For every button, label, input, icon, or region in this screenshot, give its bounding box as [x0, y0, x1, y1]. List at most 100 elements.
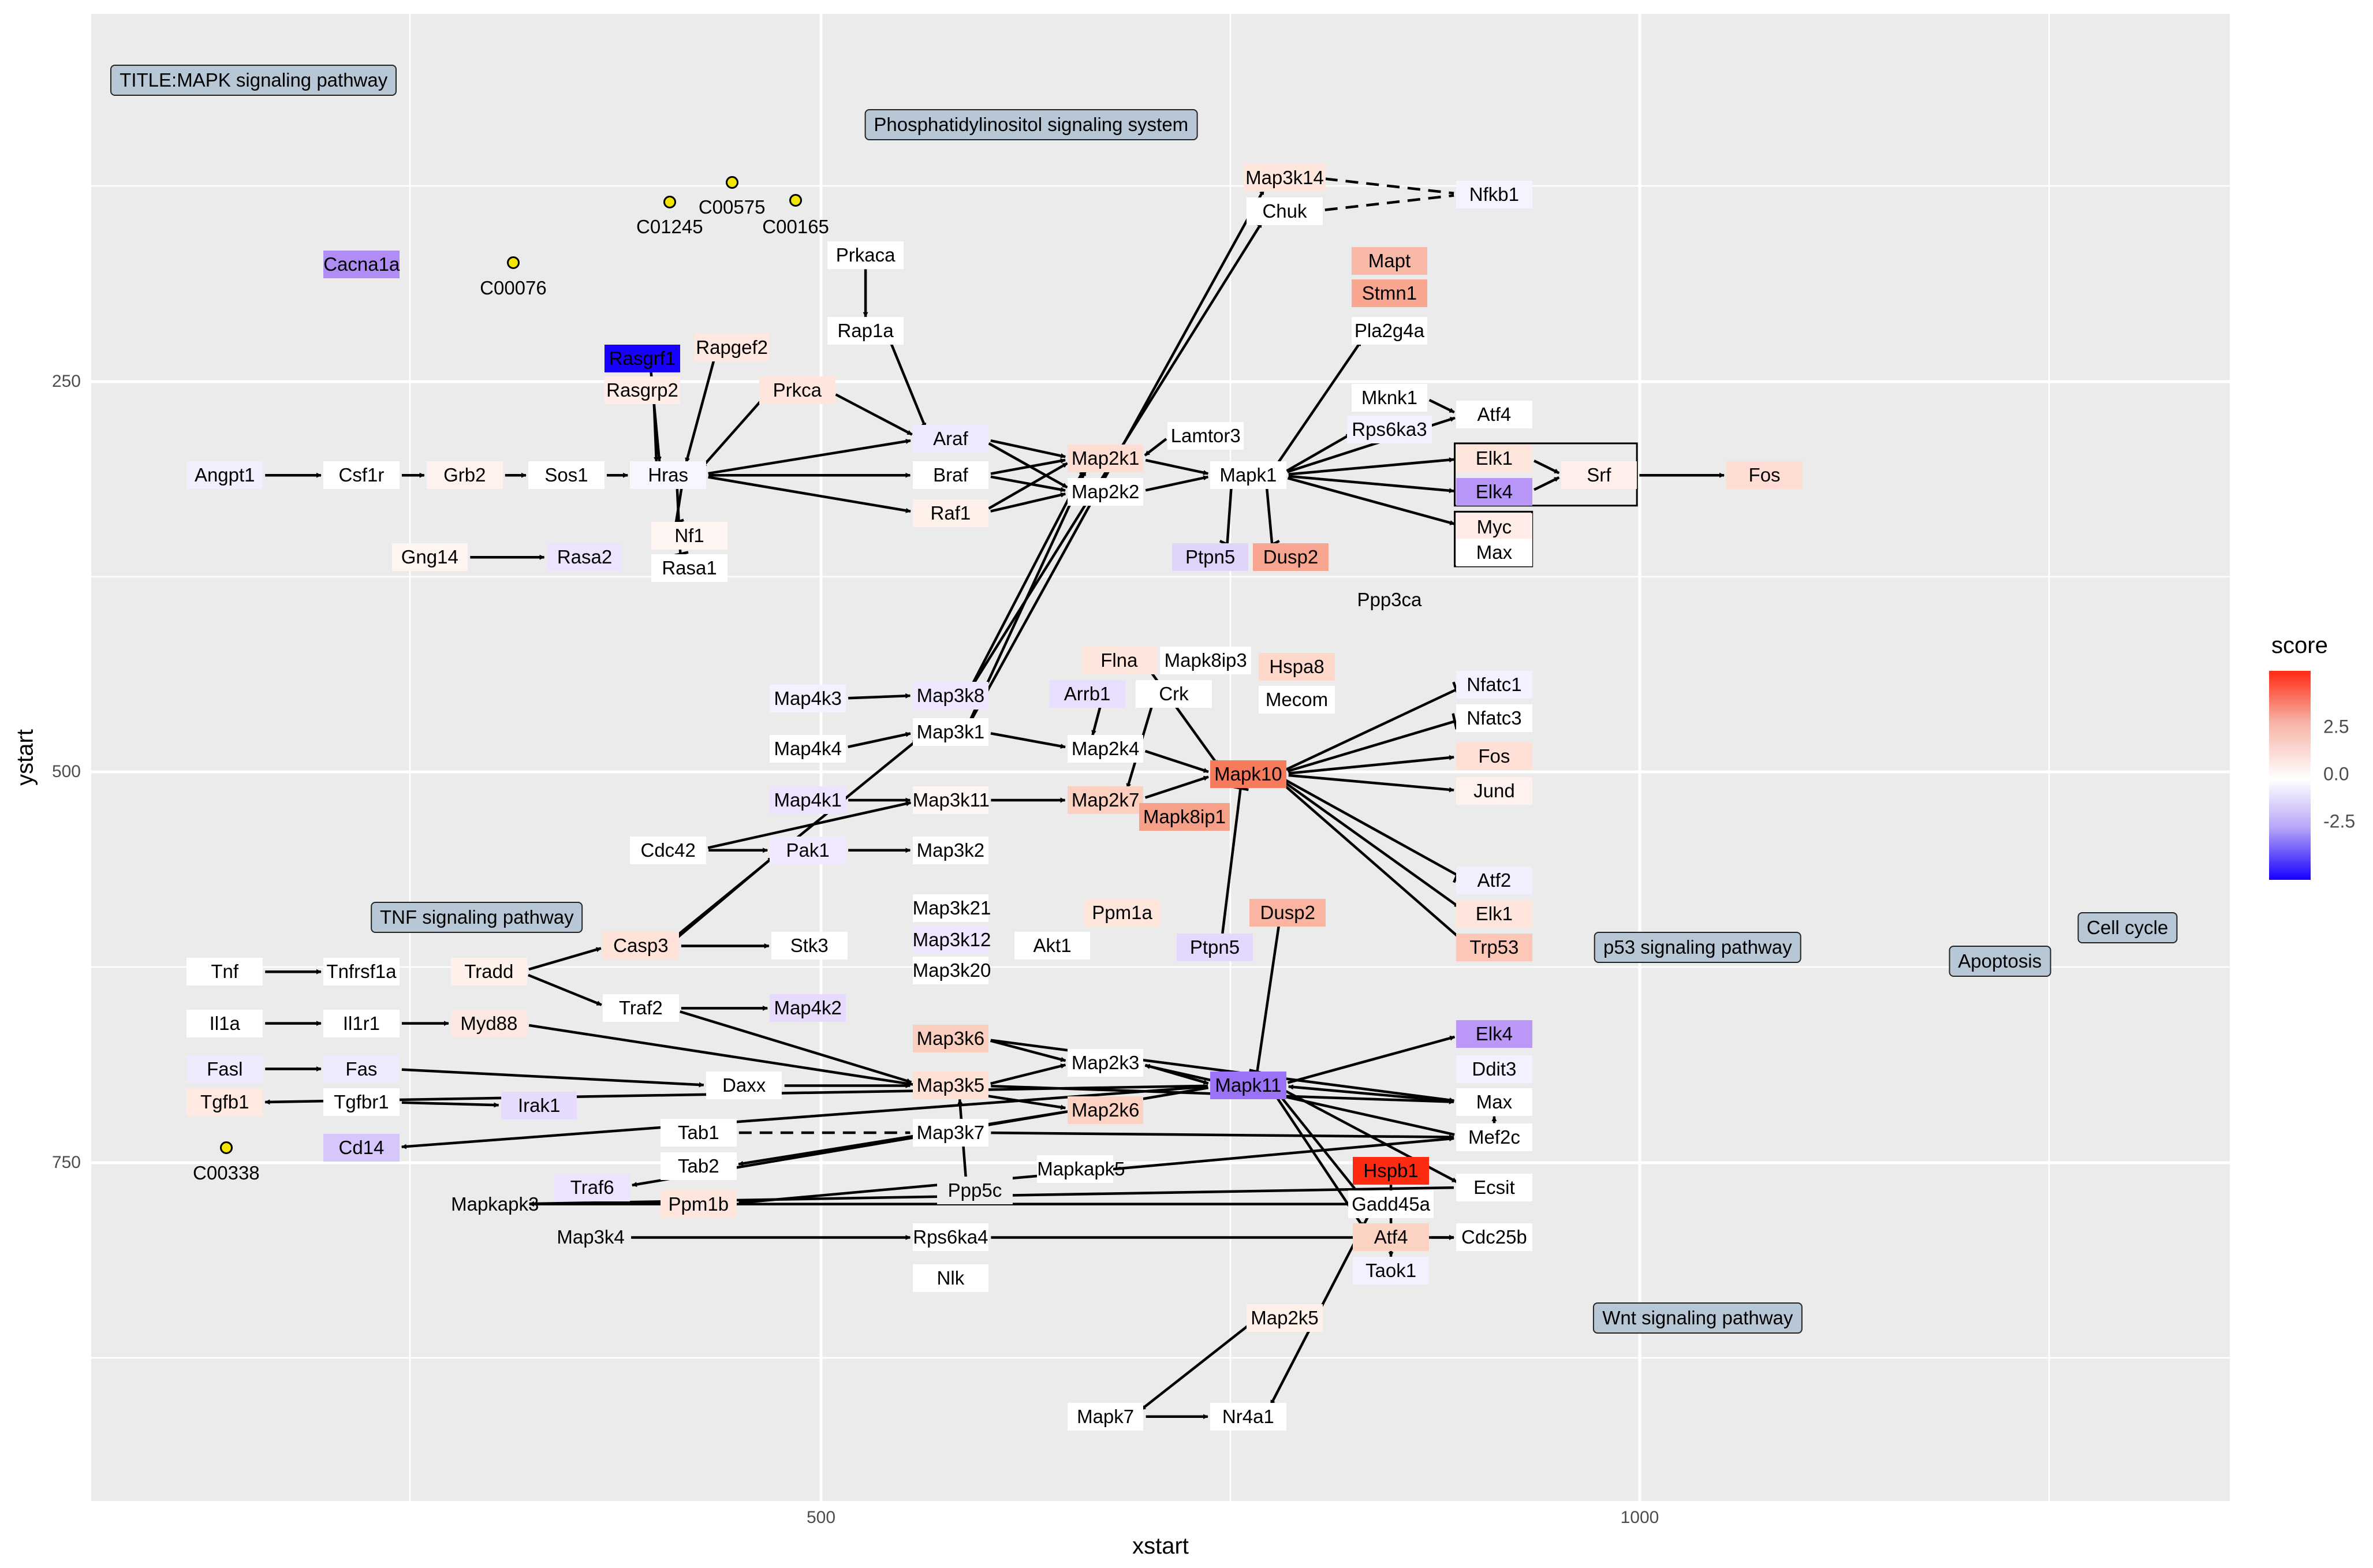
gene-node-rps6ka3: Rps6ka3	[1346, 416, 1432, 444]
y-tick-500: 500	[51, 762, 81, 781]
gene-node-map3k5: Map3k5	[912, 1072, 989, 1100]
interaction-edge	[990, 475, 1066, 492]
gene-node-mknk1: Mknk1	[1351, 384, 1428, 412]
gene-node-fasl: Fasl	[186, 1055, 263, 1083]
interaction-edge	[528, 947, 602, 971]
gene-node-taok1: Taok1	[1353, 1257, 1429, 1285]
interaction-edge	[1285, 688, 1457, 771]
gene-node-cdc25b: Cdc25b	[1456, 1223, 1532, 1252]
interaction-edge	[1288, 755, 1455, 775]
interaction-edge	[990, 732, 1066, 749]
linked-pathway-label: p53 signaling pathway	[1594, 932, 1801, 964]
score-legend: score 2.5 0.0 -2.5	[2269, 633, 2367, 887]
gene-node-grb2: Grb2	[427, 461, 503, 490]
gene-node-akt1: Akt1	[1014, 932, 1091, 960]
interaction-edge	[1275, 340, 1363, 466]
gene-node-map3k20: Map3k20	[912, 956, 991, 984]
x-axis-title: xstart	[1132, 1533, 1189, 1559]
inhibition-bar	[1452, 713, 1458, 730]
gene-node-map3k12: Map3k12	[912, 925, 991, 954]
interaction-edge	[1324, 177, 1454, 195]
interaction-edge	[652, 404, 659, 462]
gene-node-gadd45a: Gadd45a	[1348, 1190, 1434, 1218]
gene-node-traf6: Traf6	[554, 1173, 630, 1201]
interaction-edge	[990, 439, 1066, 458]
gene-node-map3k4: Map3k4	[553, 1223, 629, 1252]
interaction-edge	[1286, 432, 1352, 472]
interaction-edge	[1140, 1323, 1251, 1411]
gene-node-rps6ka4: Rps6ka4	[912, 1223, 989, 1252]
gene-node-crk: Crk	[1136, 680, 1212, 708]
interaction-edge	[707, 801, 912, 849]
interaction-edge	[680, 1010, 912, 1084]
interaction-edge	[1226, 488, 1233, 545]
gene-node-elk1: Elk1	[1456, 900, 1532, 928]
legend-tick-neg-2-5: -2.5	[2323, 811, 2356, 832]
gene-node-mapkapk5: Mapkapk5	[1037, 1155, 1125, 1184]
gene-node-tab2: Tab2	[661, 1152, 737, 1180]
interaction-edge	[528, 973, 602, 1006]
gene-node-rasgrf1: Rasgrf1	[604, 344, 681, 372]
gene-node-mapk8ip3: Mapk8ip3	[1160, 647, 1252, 675]
gene-node-map2k1: Map2k1	[1067, 445, 1144, 473]
gene-node-elk4: Elk4	[1456, 1020, 1532, 1048]
compound-label: C01245	[636, 216, 703, 238]
interaction-edge	[1145, 475, 1209, 492]
interaction-edge	[990, 492, 1066, 513]
gene-node-braf: Braf	[912, 461, 989, 490]
gene-node-lamtor3: Lamtor3	[1167, 421, 1244, 450]
interaction-edge	[971, 469, 1085, 685]
interaction-edge	[708, 439, 911, 475]
gene-node-tgfbr1: Tgfbr1	[323, 1088, 400, 1117]
gene-node-tab1: Tab1	[661, 1118, 737, 1147]
gene-node-hspa8: Hspa8	[1259, 652, 1335, 681]
interaction-edge	[700, 397, 764, 469]
gene-node-ecsit: Ecsit	[1456, 1173, 1532, 1201]
interaction-edge	[1428, 398, 1455, 414]
gene-node-flna: Flna	[1081, 647, 1158, 675]
gene-node-map3k8: Map3k8	[912, 681, 989, 710]
gene-node-map2k2: Map2k2	[1067, 478, 1144, 506]
linked-pathway-label: Cell cycle	[2077, 912, 2178, 943]
legend-title: score	[2271, 633, 2328, 658]
interaction-edge	[835, 393, 913, 436]
gene-node-map2k3: Map2k3	[1067, 1049, 1144, 1077]
gene-node-srf: Srf	[1561, 461, 1637, 490]
interaction-edge	[1278, 1093, 1361, 1196]
interaction-edge	[1287, 1035, 1456, 1084]
interaction-edge	[1285, 779, 1458, 876]
gene-node-elk1: Elk1	[1456, 445, 1532, 473]
pathway-title-label: TITLE:MAPK signaling pathway	[110, 65, 397, 96]
gene-node-ptpn5: Ptpn5	[1177, 934, 1253, 962]
gene-node-araf: Araf	[912, 425, 989, 453]
y-axis-title: ystart	[12, 729, 38, 786]
linked-pathway-label: Phosphatidylinositol signaling system	[864, 109, 1198, 140]
gene-node-mapk10: Mapk10	[1210, 760, 1286, 789]
gene-node-prkca: Prkca	[759, 376, 835, 404]
interaction-edge	[991, 1131, 1454, 1140]
gene-node-hras: Hras	[630, 461, 706, 490]
interaction-edge	[1288, 475, 1454, 494]
gene-node-irak1: Irak1	[501, 1091, 577, 1119]
y-tick-750: 750	[51, 1153, 81, 1172]
gene-node-map2k7: Map2k7	[1067, 786, 1144, 814]
interaction-edge	[1145, 1063, 1209, 1085]
gene-node-daxx: Daxx	[706, 1072, 782, 1100]
gene-node-fas: Fas	[323, 1055, 400, 1083]
gene-node-dusp2: Dusp2	[1252, 543, 1329, 572]
gene-node-mef2c: Mef2c	[1456, 1123, 1532, 1151]
gene-node-max: Max	[1456, 1088, 1532, 1117]
gene-node-map3k7: Map3k7	[912, 1118, 989, 1147]
gene-node-ddit3: Ddit3	[1456, 1055, 1532, 1083]
interaction-edge	[1282, 780, 1460, 908]
gene-node-fos: Fos	[1456, 742, 1532, 770]
gene-node-map3k21: Map3k21	[912, 894, 991, 922]
gene-node-map4k1: Map4k1	[770, 786, 846, 814]
interaction-edge	[1145, 458, 1209, 476]
gene-node-mapkapk3: Mapkapk3	[451, 1190, 539, 1218]
gene-node-mapk7: Mapk7	[1067, 1402, 1144, 1431]
gene-node-mapt: Mapt	[1351, 247, 1428, 275]
interaction-edge	[1265, 487, 1274, 545]
gene-node-il1a: Il1a	[186, 1009, 263, 1037]
gene-node-nf1: Nf1	[651, 522, 727, 550]
